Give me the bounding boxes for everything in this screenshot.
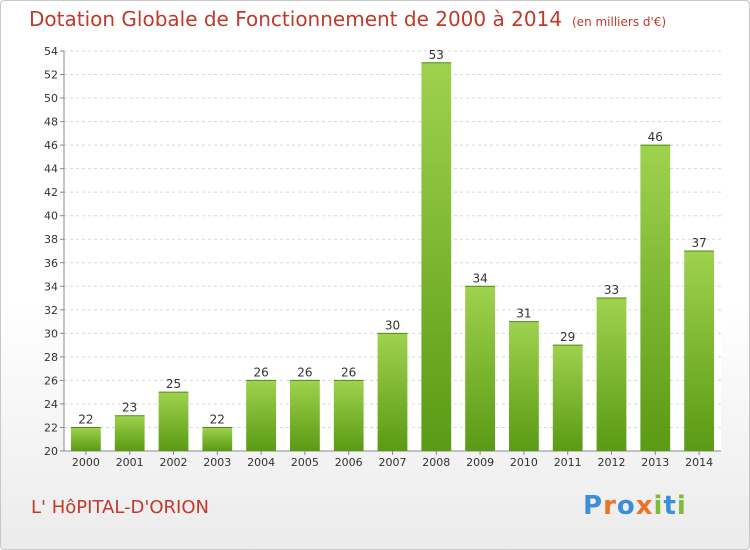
bar	[290, 380, 320, 451]
bar-value-label: 29	[560, 330, 575, 344]
logo-letter: P	[583, 491, 604, 521]
y-tick-label: 24	[44, 398, 58, 411]
logo-letter: r	[603, 491, 617, 521]
y-tick-label: 48	[44, 116, 58, 129]
x-tick-label: 2000	[72, 456, 100, 469]
x-tick-label: 2001	[116, 456, 144, 469]
y-tick-label: 52	[44, 69, 58, 82]
y-tick-label: 50	[44, 92, 58, 105]
x-tick-label: 2002	[160, 456, 188, 469]
y-tick-label: 46	[44, 139, 58, 152]
x-tick-label: 2005	[291, 456, 319, 469]
bar-value-label: 22	[78, 412, 93, 426]
bar-value-label: 30	[385, 318, 400, 332]
bar	[596, 298, 627, 451]
x-tick-label: 2011	[554, 456, 582, 469]
bar	[509, 321, 539, 451]
bar	[552, 345, 583, 451]
bar	[465, 286, 495, 451]
x-tick-label: 2007	[379, 456, 407, 469]
bar-value-label: 46	[648, 130, 663, 144]
x-tick-label: 2008	[422, 456, 450, 469]
bar-value-label: 25	[166, 377, 181, 391]
y-tick-label: 40	[44, 210, 58, 223]
bar-value-label: 26	[341, 365, 356, 379]
bar-value-label: 23	[122, 401, 137, 415]
bar	[377, 333, 408, 451]
x-tick-label: 2004	[247, 456, 275, 469]
chart-title: Dotation Globale de Fonctionnement de 20…	[29, 7, 666, 31]
bar-value-label: 26	[253, 365, 268, 379]
bar-value-label: 31	[516, 307, 531, 321]
y-tick-label: 32	[44, 304, 58, 317]
y-tick-label: 20	[44, 445, 58, 458]
y-tick-label: 26	[44, 374, 58, 387]
x-tick-label: 2013	[641, 456, 669, 469]
bar	[684, 251, 714, 451]
y-tick-label: 30	[44, 327, 58, 340]
x-tick-label: 2006	[335, 456, 363, 469]
bar-value-label: 26	[297, 365, 312, 379]
y-tick-label: 22	[44, 421, 58, 434]
bar	[333, 380, 364, 451]
commune-name: L' HôPITAL-D'ORION	[31, 497, 209, 518]
y-tick-label: 28	[44, 351, 58, 364]
proxiti-logo: Proxiti	[583, 491, 687, 521]
logo-letter: x	[635, 491, 654, 521]
bar	[158, 392, 189, 451]
bar-value-label: 34	[472, 271, 487, 285]
bar-value-label: 22	[210, 412, 225, 426]
x-tick-label: 2012	[598, 456, 626, 469]
logo-letter: o	[616, 491, 636, 521]
logo-letter: i	[676, 491, 687, 521]
y-tick-label: 38	[44, 233, 58, 246]
bar	[640, 145, 671, 451]
bar-value-label: 37	[691, 236, 706, 250]
y-tick-label: 44	[44, 163, 58, 176]
y-tick-label: 54	[44, 45, 58, 58]
x-tick-label: 2003	[203, 456, 231, 469]
bar-value-label: 53	[429, 48, 444, 62]
y-tick-label: 42	[44, 186, 58, 199]
bar	[246, 380, 276, 451]
x-tick-label: 2009	[466, 456, 494, 469]
x-tick-label: 2010	[510, 456, 538, 469]
x-tick-label: 2014	[685, 456, 713, 469]
logo-letter: t	[663, 491, 677, 521]
chart-subtitle: (en milliers d'€)	[572, 15, 667, 29]
y-tick-label: 36	[44, 257, 58, 270]
bar	[202, 427, 233, 451]
bar-value-label: 33	[604, 283, 619, 297]
bar	[114, 415, 145, 451]
bar	[421, 62, 452, 451]
logo-letter: i	[653, 491, 664, 521]
bar	[71, 427, 101, 451]
y-tick-label: 34	[44, 280, 58, 293]
chart-title-text: Dotation Globale de Fonctionnement de 20…	[29, 7, 562, 31]
